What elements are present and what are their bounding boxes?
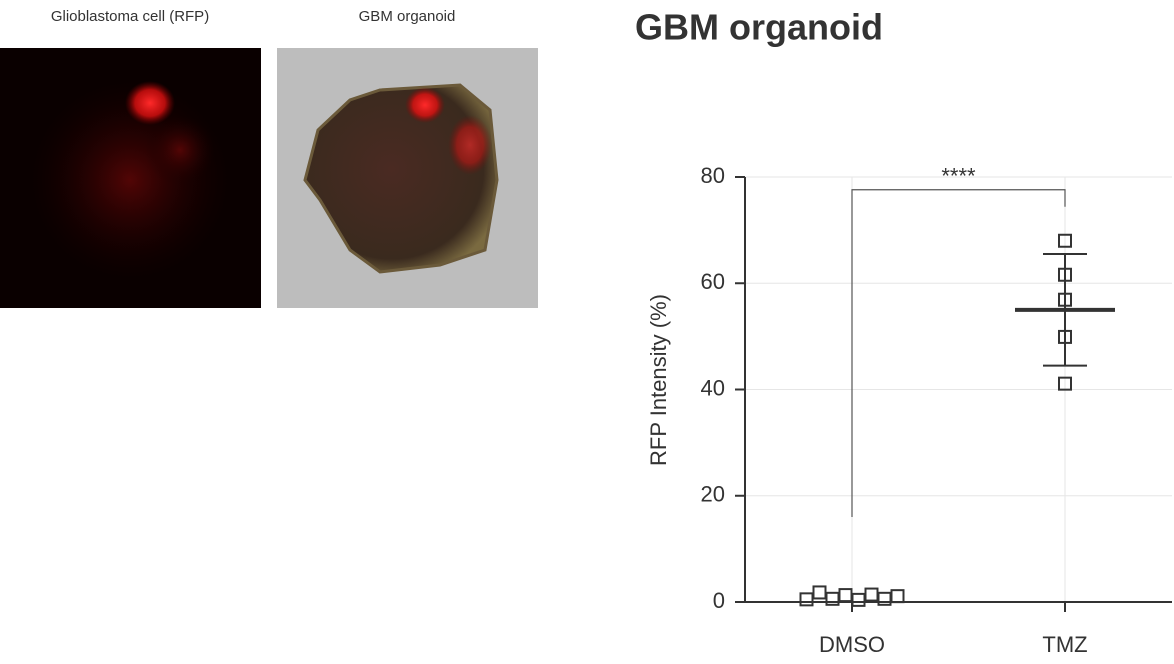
fluorescence-image	[0, 48, 261, 308]
data-point	[851, 592, 866, 607]
data-point	[1058, 267, 1072, 282]
y-tick-label: 20	[701, 482, 725, 507]
y-tick-label: 60	[701, 269, 725, 294]
y-tick-label: 40	[701, 375, 725, 400]
y-axis-label: RFP Intensity (%)	[646, 294, 671, 466]
significance-bracket	[851, 189, 1066, 517]
x-tick-label: DMSO	[819, 632, 885, 657]
data-point	[799, 592, 814, 607]
y-tick-label: 0	[713, 588, 725, 613]
data-point	[1058, 233, 1072, 248]
data-point	[825, 591, 840, 606]
data-point	[890, 589, 905, 604]
x-tick-label: TMZ	[1042, 632, 1087, 657]
y-tick-label: 80	[701, 163, 725, 188]
data-point	[1058, 329, 1072, 344]
data-point	[1058, 292, 1072, 307]
data-point	[1058, 376, 1072, 391]
organoid-image	[277, 48, 538, 308]
chart-title: GBM organoid	[635, 7, 883, 48]
panel-label: GBM organoid	[359, 8, 456, 25]
data-point	[877, 591, 892, 606]
data-point	[838, 588, 853, 603]
data-point	[864, 587, 879, 602]
panel-label: Glioblastoma cell (RFP)	[51, 8, 209, 25]
data-point	[812, 585, 827, 600]
significance-label: ****	[941, 164, 976, 189]
